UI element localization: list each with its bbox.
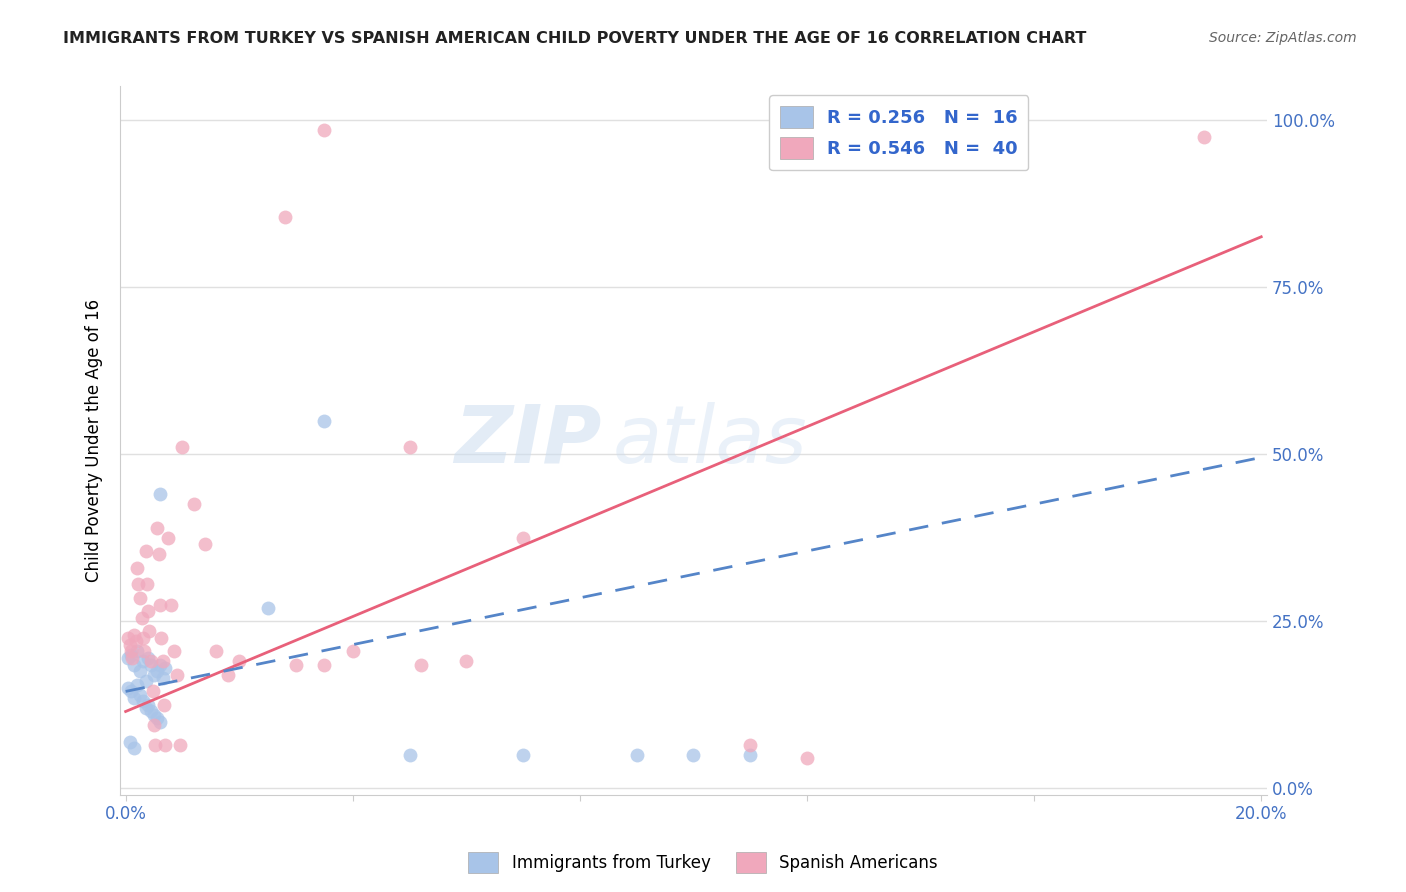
Point [117, 681, 139, 695]
Point [138, 604, 160, 618]
Point [512, 747, 534, 762]
Y-axis label: Child Poverty Under the Age of 16: Child Poverty Under the Age of 16 [86, 299, 103, 582]
Point [194, 537, 217, 551]
Point [456, 654, 478, 668]
Point [117, 651, 139, 665]
Point [120, 638, 142, 652]
Point [138, 624, 160, 639]
Point [121, 651, 143, 665]
Point [682, 747, 704, 762]
Point [152, 671, 174, 685]
Point [626, 747, 648, 762]
Point [153, 698, 176, 712]
Point [512, 531, 534, 545]
Point [141, 705, 163, 719]
Point [120, 734, 142, 748]
Point [143, 718, 166, 732]
Text: IMMIGRANTS FROM TURKEY VS SPANISH AMERICAN CHILD POVERTY UNDER THE AGE OF 16 COR: IMMIGRANTS FROM TURKEY VS SPANISH AMERIC… [63, 31, 1087, 46]
Point [128, 591, 150, 605]
Point [155, 661, 177, 675]
Point [285, 657, 308, 672]
Point [166, 667, 188, 681]
Point [122, 741, 145, 756]
Point [141, 657, 163, 672]
Point [131, 694, 153, 708]
Point [342, 644, 364, 658]
Point [172, 441, 194, 455]
Point [398, 747, 420, 762]
Point [149, 631, 172, 645]
Point [155, 738, 177, 752]
Point [120, 648, 142, 662]
Point [138, 651, 160, 665]
Point [117, 631, 139, 645]
Point [148, 547, 170, 561]
Text: Source: ZipAtlas.com: Source: ZipAtlas.com [1209, 31, 1357, 45]
Point [138, 698, 160, 712]
Point [163, 644, 186, 658]
Point [143, 707, 166, 722]
Point [131, 654, 153, 668]
Point [141, 654, 163, 668]
Point [125, 634, 148, 648]
Point [136, 577, 159, 591]
Point [740, 738, 762, 752]
Point [146, 665, 169, 679]
Point [149, 487, 172, 501]
Point [128, 665, 150, 679]
Point [127, 577, 149, 591]
Legend: Immigrants from Turkey, Spanish Americans: Immigrants from Turkey, Spanish American… [461, 846, 945, 880]
Point [132, 644, 155, 658]
Point [314, 414, 336, 428]
Point [122, 657, 145, 672]
Point [314, 657, 336, 672]
Text: ZIP: ZIP [454, 401, 602, 480]
Point [149, 714, 172, 729]
Point [134, 674, 156, 689]
Point [217, 667, 239, 681]
Point [125, 644, 148, 658]
Point [143, 738, 166, 752]
Point [796, 751, 818, 765]
Point [149, 657, 172, 672]
Point [149, 598, 172, 612]
Point [122, 691, 145, 706]
Point [146, 521, 169, 535]
Point [131, 611, 153, 625]
Point [228, 654, 250, 668]
Point [125, 560, 148, 574]
Point [205, 644, 228, 658]
Point [125, 678, 148, 692]
Point [157, 531, 180, 545]
Point [120, 644, 142, 658]
Point [398, 441, 420, 455]
Point [152, 654, 174, 668]
Point [169, 738, 191, 752]
Point [120, 684, 142, 698]
Point [409, 657, 432, 672]
Legend: R = 0.256   N =  16, R = 0.546   N =  40: R = 0.256 N = 16, R = 0.546 N = 40 [769, 95, 1028, 170]
Point [273, 210, 295, 224]
Point [128, 688, 150, 702]
Point [131, 631, 153, 645]
Point [142, 684, 165, 698]
Point [314, 123, 336, 137]
Text: atlas: atlas [613, 401, 808, 480]
Point [122, 627, 145, 641]
Point [1194, 129, 1216, 144]
Point [183, 497, 205, 511]
Point [134, 701, 156, 715]
Point [143, 667, 166, 681]
Point [146, 711, 169, 725]
Point [160, 598, 183, 612]
Point [134, 544, 156, 558]
Point [256, 600, 278, 615]
Point [740, 747, 762, 762]
